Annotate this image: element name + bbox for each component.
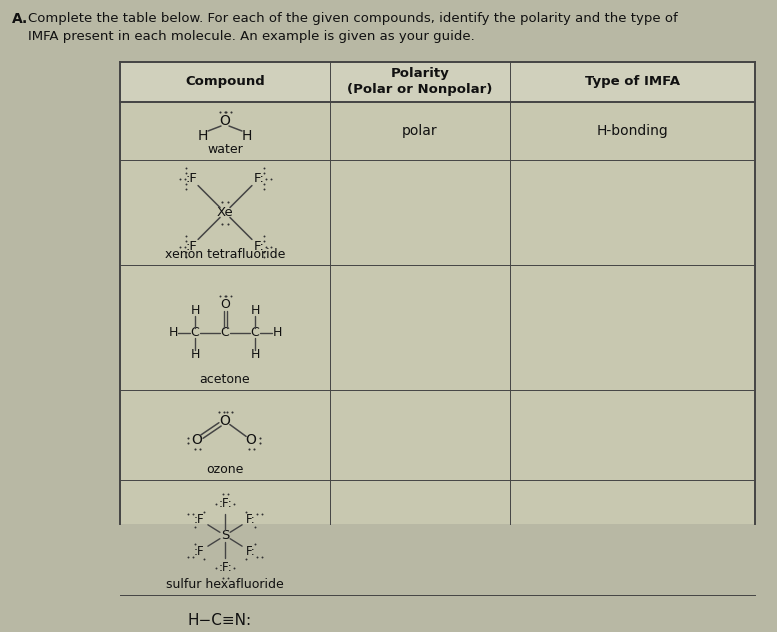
Text: C: C xyxy=(221,326,229,339)
Text: H: H xyxy=(190,348,200,361)
Text: H: H xyxy=(272,326,282,339)
Text: O: O xyxy=(220,414,231,428)
Text: Type of IMFA: Type of IMFA xyxy=(585,75,680,88)
Text: F:: F: xyxy=(253,172,264,185)
Text: H: H xyxy=(242,129,253,143)
Text: H: H xyxy=(198,129,208,143)
Text: O: O xyxy=(220,298,230,311)
Text: H: H xyxy=(169,326,178,339)
Text: :F: :F xyxy=(185,240,197,253)
Text: :F: :F xyxy=(185,172,197,185)
Text: Xe: Xe xyxy=(217,206,233,219)
Text: H-bonding: H-bonding xyxy=(597,124,668,138)
Text: Complete the table below. For each of the given compounds, identify the polarity: Complete the table below. For each of th… xyxy=(28,12,678,43)
Text: H: H xyxy=(250,304,260,317)
Text: F:: F: xyxy=(246,545,256,558)
Text: :F:: :F: xyxy=(218,497,232,510)
Text: sulfur hexafluoride: sulfur hexafluoride xyxy=(166,578,284,591)
Text: C: C xyxy=(251,326,260,339)
Text: H: H xyxy=(250,348,260,361)
Text: C: C xyxy=(190,326,200,339)
Text: H−C≡N:: H−C≡N: xyxy=(188,613,252,628)
Text: S: S xyxy=(221,529,229,542)
Text: O: O xyxy=(246,433,256,447)
Text: water: water xyxy=(207,143,243,156)
Text: A.: A. xyxy=(12,12,28,26)
Text: H: H xyxy=(190,304,200,317)
Bar xyxy=(120,62,755,524)
Text: :F:: :F: xyxy=(218,561,232,574)
Text: Compound: Compound xyxy=(185,75,265,88)
Text: acetone: acetone xyxy=(200,373,250,386)
Text: :F: :F xyxy=(194,545,204,558)
Text: :F: :F xyxy=(194,513,204,526)
Text: O: O xyxy=(192,433,203,447)
Text: polar: polar xyxy=(402,124,437,138)
Text: Polarity
(Polar or Nonpolar): Polarity (Polar or Nonpolar) xyxy=(347,68,493,97)
Bar xyxy=(120,62,755,102)
Text: F:: F: xyxy=(246,513,256,526)
Text: ozone: ozone xyxy=(207,463,244,476)
Text: F:: F: xyxy=(253,240,264,253)
Text: xenon tetrafluoride: xenon tetrafluoride xyxy=(165,248,285,261)
Text: O: O xyxy=(220,114,231,128)
